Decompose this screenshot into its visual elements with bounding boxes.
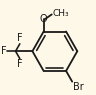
Text: O: O xyxy=(40,14,47,24)
Text: F: F xyxy=(1,46,6,56)
Text: CH₃: CH₃ xyxy=(52,10,69,18)
Text: F: F xyxy=(17,33,23,43)
Text: F: F xyxy=(17,59,23,69)
Text: Br: Br xyxy=(73,82,83,92)
